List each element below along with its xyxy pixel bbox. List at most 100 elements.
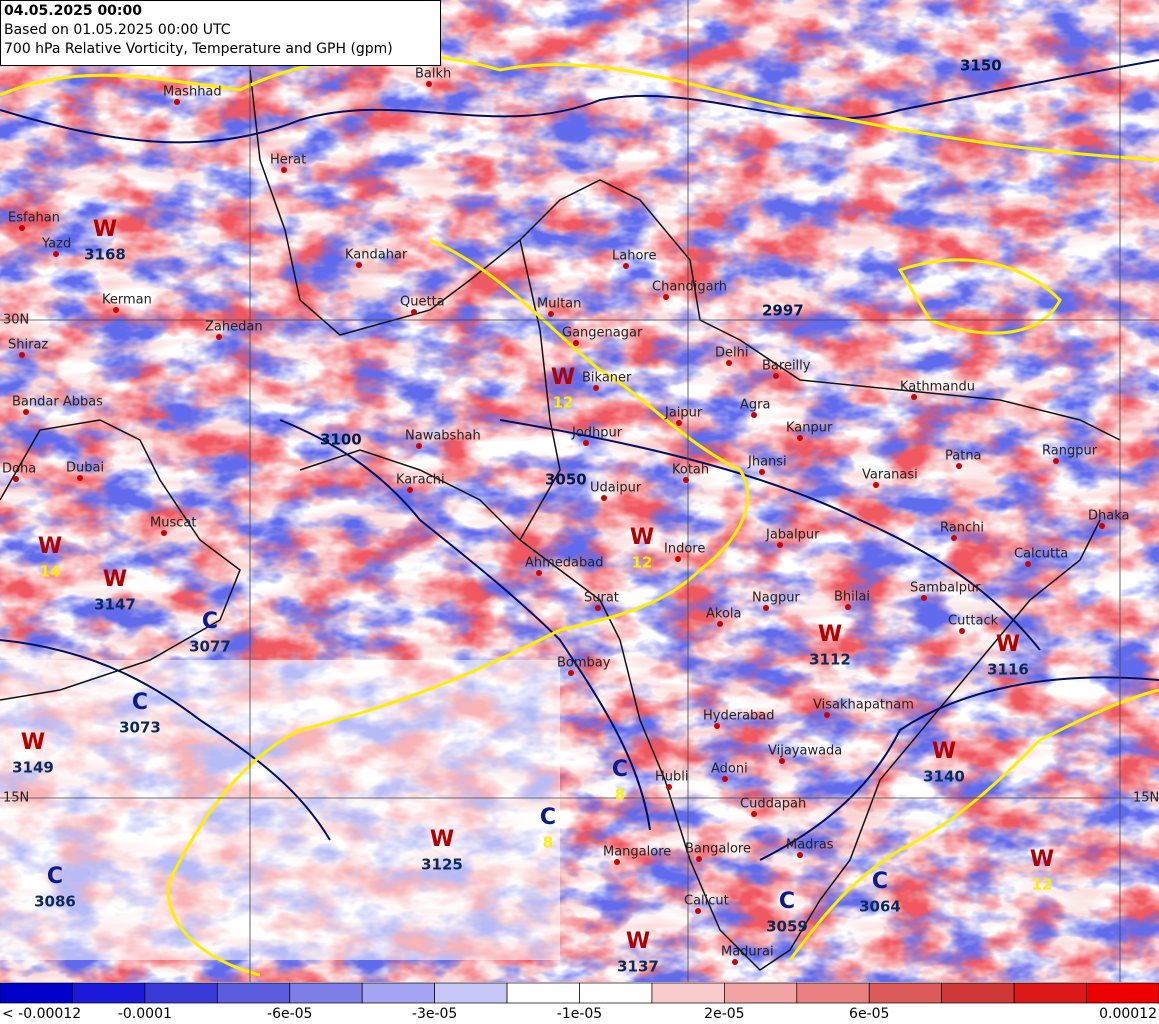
city-dot xyxy=(921,595,927,601)
city-label: Agra xyxy=(740,398,770,413)
colorbar-swatch xyxy=(1013,982,1087,1004)
city-label: Yazd xyxy=(41,237,71,252)
city-label: Madras xyxy=(786,838,834,853)
colorbar-swatch xyxy=(1086,982,1159,1004)
city-dot xyxy=(356,262,362,268)
city-label: Ranchi xyxy=(940,521,984,536)
system-letter: W xyxy=(430,827,454,852)
colorbar-swatch xyxy=(72,982,146,1004)
city-label: Ahmedabad xyxy=(525,556,603,571)
city-label: Bandar Abbas xyxy=(12,395,103,410)
system-temperature: 8 xyxy=(543,834,553,852)
city-dot xyxy=(1099,523,1105,529)
city-label: Balkh xyxy=(415,67,451,82)
map-title: 700 hPa Relative Vorticity, Temperature … xyxy=(4,41,393,57)
colorbar-swatch xyxy=(361,982,435,1004)
lat-label: 30N xyxy=(3,313,29,328)
city-dot xyxy=(623,263,629,269)
city-label: Multan xyxy=(537,297,581,312)
colorbar-swatch xyxy=(868,982,943,1004)
colorbar-swatch xyxy=(651,982,725,1004)
city-label: Bareilly xyxy=(762,359,811,374)
city-dot xyxy=(663,294,669,300)
city-label: Adoni xyxy=(711,762,748,777)
city-label: Herat xyxy=(270,153,306,168)
city-dot xyxy=(583,440,589,446)
colorbar-label: 0.00012 xyxy=(1099,1006,1157,1022)
city-dot xyxy=(19,225,25,231)
city-dot xyxy=(751,811,757,817)
city-dot xyxy=(568,670,574,676)
city-label: Delhi xyxy=(715,346,748,361)
system-letter: W xyxy=(103,567,127,592)
city-label: Nagpur xyxy=(752,591,800,606)
city-label: Esfahan xyxy=(8,211,60,226)
pressure-systems: W 3168 W 12 W 14 W 3147 C 3077 C 3073 W 3149 W 12 W 3112 W… xyxy=(12,217,1054,976)
calm-area xyxy=(0,660,560,960)
city-label: Dhaka xyxy=(1088,509,1129,524)
colorbar-label: -6e-05 xyxy=(267,1006,312,1022)
city-dot xyxy=(777,542,783,548)
city-label: Cuttack xyxy=(948,614,999,629)
colorbar-swatch xyxy=(216,982,291,1004)
city-label: Karachi xyxy=(396,473,445,488)
city-label: Indore xyxy=(664,542,705,557)
city-dot xyxy=(696,856,702,862)
city-label: Hyderabad xyxy=(703,709,775,724)
system-letter: C xyxy=(612,757,628,782)
lat-lon-grid xyxy=(0,0,1159,982)
city-label: Lahore xyxy=(612,249,656,264)
system-letter: W xyxy=(93,217,117,242)
city-dot xyxy=(601,495,607,501)
contour-label: 3050 xyxy=(545,471,587,489)
city-dot xyxy=(911,394,917,400)
colorbar-label: -1e-05 xyxy=(557,1006,602,1022)
colorbar-swatch xyxy=(434,982,508,1004)
city-label: Bombay xyxy=(557,656,611,671)
city-dot xyxy=(536,570,542,576)
city-label: Kerman xyxy=(102,293,152,308)
city-label: Patna xyxy=(945,449,982,464)
city-dot xyxy=(797,435,803,441)
city-label: Rangpur xyxy=(1042,444,1098,459)
city-label: Vijayawada xyxy=(768,744,842,759)
city-dot xyxy=(1025,561,1031,567)
city-dot xyxy=(695,908,701,914)
city-label: Gangenagar xyxy=(562,326,643,341)
city-label: Mashhad xyxy=(163,85,222,100)
system-gph: 3168 xyxy=(84,246,126,264)
city-label: Jaipur xyxy=(664,406,703,421)
temperature-contours xyxy=(0,53,1159,977)
city-dot xyxy=(676,420,682,426)
city-label: Jodhpur xyxy=(571,426,623,441)
city-dot xyxy=(751,412,757,418)
city-dot xyxy=(714,723,720,729)
city-dot xyxy=(722,776,728,782)
city-dot xyxy=(683,477,689,483)
city-dot xyxy=(426,81,432,87)
system-temperature: 12 xyxy=(553,394,574,412)
city-label: Dubai xyxy=(66,461,104,476)
colorbar-label: -0.0001 xyxy=(118,1006,172,1022)
system-letter: W xyxy=(21,730,45,755)
system-gph: 3059 xyxy=(766,918,808,936)
city-label: Bhilai xyxy=(834,590,870,605)
city-dot xyxy=(666,784,672,790)
city-label: Mangalore xyxy=(603,845,671,860)
system-gph: 3149 xyxy=(12,759,54,777)
city-dot xyxy=(548,311,554,317)
system-letter: W xyxy=(1030,847,1054,872)
city-label: Visakhapatnam xyxy=(813,698,914,713)
colorbar-swatch xyxy=(506,982,580,1004)
header: 04.05.2025 00:00 Based on 01.05.2025 00:… xyxy=(0,0,441,66)
system-gph: 3112 xyxy=(809,651,851,669)
colorbar-label: 2e-05 xyxy=(704,1006,744,1022)
city-dot xyxy=(13,476,19,482)
city-label: Kotah xyxy=(672,463,709,478)
city-dot xyxy=(1053,458,1059,464)
colorbar-swatch xyxy=(579,982,653,1004)
city-dot xyxy=(845,604,851,610)
city-label: Cuddapah xyxy=(740,797,806,812)
city-label: Kathmandu xyxy=(900,380,975,395)
